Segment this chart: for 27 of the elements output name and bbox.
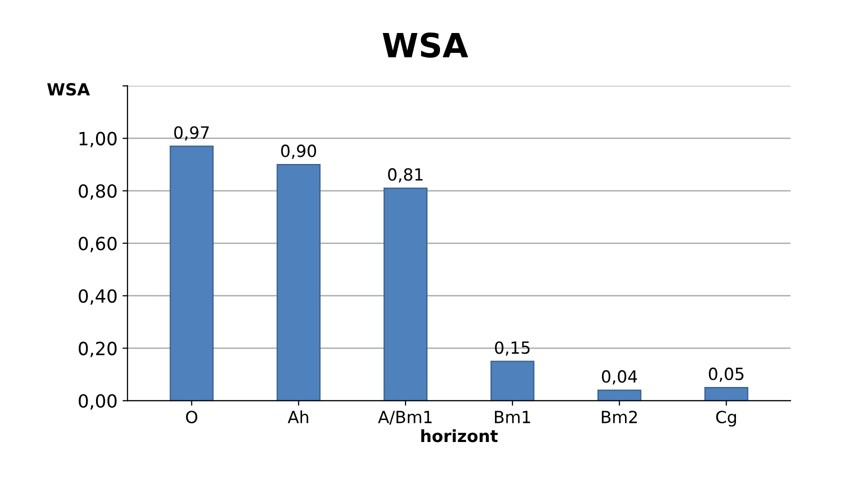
- y-tick-label: 0,00: [78, 394, 117, 410]
- x-tick-label: Bm2: [602, 410, 637, 424]
- y-tick-label: 1,00: [80, 132, 117, 148]
- bar: [490, 360, 534, 401]
- x-tick-label: O: [186, 410, 198, 424]
- data-label: 0,04: [602, 370, 638, 384]
- x-tick-label: Cg: [716, 410, 736, 427]
- bar: [704, 387, 748, 401]
- data-label: 0,15: [495, 341, 530, 356]
- y-tick-label: 0,60: [78, 236, 117, 252]
- x-axis-title: horizont: [421, 429, 498, 442]
- bar: [170, 146, 214, 401]
- data-label: 0,05: [708, 368, 744, 382]
- data-label: 0,90: [281, 144, 316, 159]
- y-tick-label: 0,80: [78, 184, 117, 200]
- bar: [384, 188, 428, 401]
- y-axis-title: WSA: [47, 83, 90, 96]
- y-tick-label: 0,40: [78, 289, 117, 305]
- bar: [597, 390, 642, 401]
- data-label: 0,97: [174, 126, 209, 141]
- chart-title: WSA: [382, 32, 468, 58]
- data-label: 0,81: [388, 168, 423, 182]
- x-tick-label: A/Bm1: [378, 410, 432, 425]
- x-tick-label: Bm1: [494, 410, 530, 424]
- bar: [276, 164, 321, 401]
- x-tick-label: Ah: [288, 410, 308, 424]
- y-tick-label: 0,20: [78, 342, 117, 358]
